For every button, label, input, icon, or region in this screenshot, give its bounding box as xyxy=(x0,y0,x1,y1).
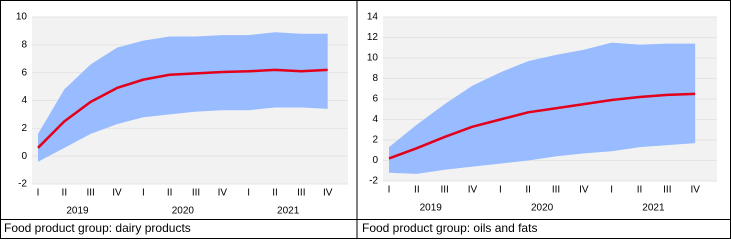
y-tick-label: -2 xyxy=(369,176,378,187)
group-label: 2020 xyxy=(531,203,554,214)
x-tick-label: I xyxy=(610,185,613,196)
x-tick-label: III xyxy=(552,185,560,196)
x-tick-label: III xyxy=(663,185,671,196)
x-tick-label: IV xyxy=(323,188,333,199)
y-tick-label: 14 xyxy=(367,12,379,23)
y-tick-label: 2 xyxy=(372,135,378,146)
group-label: 2019 xyxy=(420,203,443,214)
group-label: 2020 xyxy=(172,206,195,217)
x-tick-label: III xyxy=(297,188,305,199)
x-tick-label: II xyxy=(62,188,68,199)
band xyxy=(389,42,696,174)
x-tick-label: I xyxy=(247,188,250,199)
x-tick-label: IV xyxy=(218,188,228,199)
y-tick-label: 8 xyxy=(21,39,27,50)
x-tick-label: IV xyxy=(112,188,122,199)
y-tick-label: 8 xyxy=(372,73,378,84)
y-tick-label: 2 xyxy=(21,123,27,134)
y-tick-label: 6 xyxy=(21,67,27,78)
x-tick-label: III xyxy=(86,188,94,199)
x-tick-label: IV xyxy=(468,185,478,196)
x-tick-label: II xyxy=(272,188,278,199)
x-tick-label: I xyxy=(142,188,145,199)
y-tick-label: 12 xyxy=(367,32,379,43)
y-tick-label: 4 xyxy=(21,95,27,106)
y-tick-label: 4 xyxy=(372,114,378,125)
y-tick-label: 0 xyxy=(372,155,378,166)
x-tick-label: I xyxy=(37,188,40,199)
x-tick-label: II xyxy=(414,185,420,196)
caption: Food product group: oils and fats xyxy=(362,221,537,235)
x-tick-label: II xyxy=(525,185,531,196)
group-label: 2021 xyxy=(277,206,300,217)
x-tick-label: I xyxy=(499,185,502,196)
group-label: 2019 xyxy=(66,206,89,217)
band xyxy=(38,32,328,162)
x-tick-label: IV xyxy=(579,185,589,196)
y-tick-label: 10 xyxy=(367,53,379,64)
y-tick-label: 10 xyxy=(16,12,28,23)
series-line xyxy=(388,92,696,160)
x-tick-label: I xyxy=(388,185,391,196)
x-tick-label: IV xyxy=(690,185,700,196)
y-tick-label: 6 xyxy=(372,94,378,105)
caption: Food product group: dairy products xyxy=(4,221,191,235)
x-tick-label: III xyxy=(192,188,200,199)
series-line xyxy=(37,68,328,149)
x-tick-label: II xyxy=(167,188,173,199)
x-tick-label: II xyxy=(637,185,643,196)
y-tick-label: -2 xyxy=(18,179,27,190)
y-tick-label: 0 xyxy=(21,151,27,162)
x-tick-label: III xyxy=(440,185,448,196)
group-label: 2021 xyxy=(642,203,665,214)
